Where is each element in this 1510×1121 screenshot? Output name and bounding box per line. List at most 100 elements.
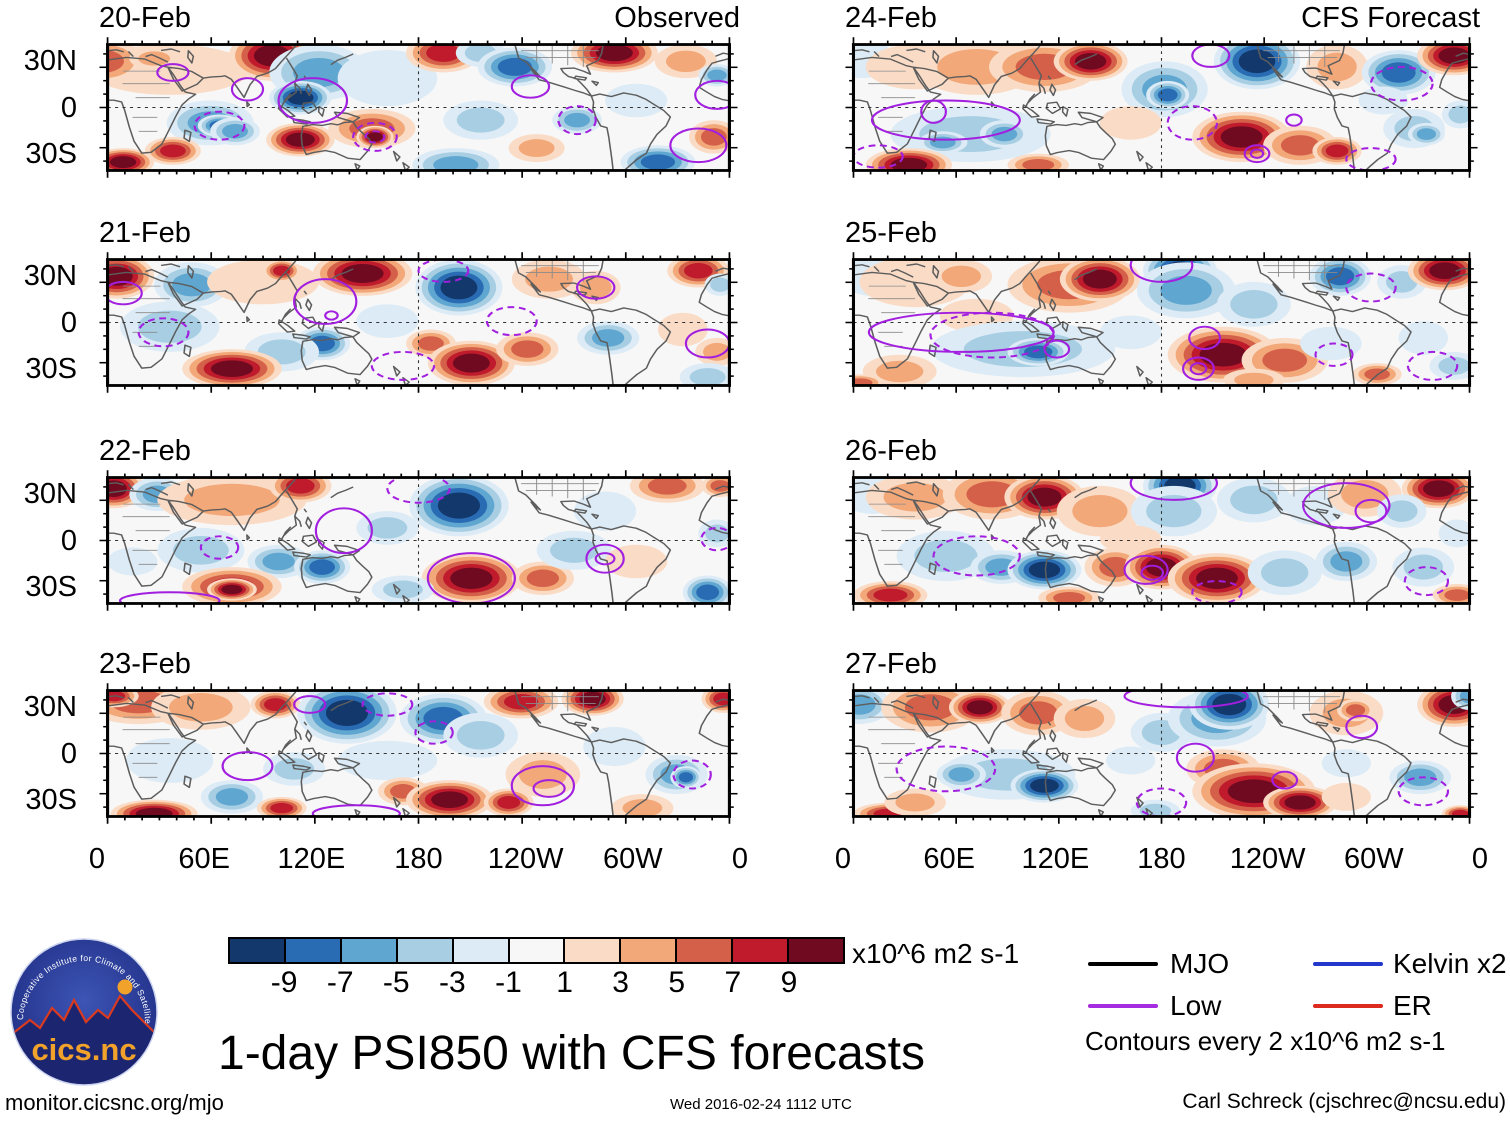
colorbar-tick-label: 1	[556, 966, 573, 999]
x-tick-label: 120E	[1021, 843, 1090, 875]
y-tick-label: 30S	[25, 784, 77, 816]
legend-label-kelvin: Kelvin x2	[1393, 948, 1507, 979]
panel-title: 25-Feb	[843, 217, 1480, 250]
colorbar-segment	[285, 939, 342, 962]
footer-timestamp: Wed 2016-02-24 1112 UTC	[670, 1096, 852, 1113]
colorbar-tick-labels: -9 -7 -5 -3 -1 1 3 5 7 9	[228, 966, 845, 1002]
colorbar-tick-label: -7	[326, 966, 354, 999]
panel-title: 27-Feb	[843, 648, 1480, 681]
x-tick-label: 60W	[603, 843, 663, 875]
panel-date-label: 20-Feb	[99, 2, 191, 34]
panel-title: 24-Feb CFS Forecast	[843, 2, 1480, 35]
y-tick-label: 30N	[23, 691, 77, 723]
map-panel-5: 25-Feb	[843, 217, 1480, 395]
forecast-column: 24-Feb CFS Forecast 25-Feb 26-Feb 27-Feb	[843, 0, 1480, 900]
panel-date-label: 25-Feb	[845, 217, 937, 249]
panel-date-label: 27-Feb	[845, 648, 937, 680]
colorbar-segment	[789, 939, 843, 962]
colorbar-segment	[565, 939, 622, 962]
x-tick-label: 60W	[1344, 843, 1404, 875]
panel-date-label: 23-Feb	[99, 648, 191, 680]
x-tick-label: 180	[394, 843, 443, 875]
colorbar-segment	[397, 939, 454, 962]
map-canvas	[845, 37, 1478, 178]
y-tick-label: 30S	[25, 138, 77, 170]
colorbar-segment	[621, 939, 678, 962]
colorbar-segment	[509, 939, 566, 962]
map-canvas	[845, 470, 1478, 611]
map-panel-1: 21-Feb 30N 0 30S	[24, 217, 740, 395]
y-tick-label: 30S	[25, 571, 77, 603]
x-tick-label: 120E	[277, 843, 346, 875]
map-canvas	[99, 252, 738, 393]
colorbar-segment	[453, 939, 510, 962]
y-axis-labels: 30N 0 30S	[5, 681, 77, 826]
logo-ridge-line	[12, 994, 156, 1035]
map-panel-6: 26-Feb	[843, 435, 1480, 613]
y-tick-label: 30N	[23, 478, 77, 510]
footer-author: Carl Schreck (cjschrec@ncsu.edu)	[1182, 1090, 1506, 1113]
legend-label-low: Low	[1170, 990, 1222, 1021]
y-tick-label: 30N	[23, 45, 77, 77]
logo-sun-icon	[117, 979, 133, 995]
y-tick-label: 0	[60, 525, 77, 557]
legend-line-mjo	[1088, 962, 1158, 966]
panel-title: 26-Feb	[843, 435, 1480, 468]
panel-date-label: 21-Feb	[99, 217, 191, 249]
colorbar	[228, 937, 845, 964]
x-tick-label: 0	[88, 843, 106, 875]
colorbar-segment	[677, 939, 734, 962]
cicsnc-logo: Cooperative Institute for Climate and Sa…	[8, 936, 158, 1086]
legend-line-er	[1313, 1004, 1383, 1008]
x-tick-label: 60E	[178, 843, 230, 875]
legend-label-er: ER	[1393, 990, 1432, 1021]
x-tick-label: 180	[1137, 843, 1186, 875]
map-canvas	[99, 37, 738, 178]
y-axis-labels: 30N 0 30S	[5, 250, 77, 395]
colorbar-segment	[341, 939, 398, 962]
logo-wordmark: cics.nc	[31, 1032, 136, 1067]
colorbar-tick-label: 5	[668, 966, 686, 999]
x-tick-label: 120W	[487, 843, 564, 875]
colorbar-tick-label: 3	[612, 966, 629, 999]
column-heading-forecast: CFS Forecast	[1301, 2, 1480, 34]
y-tick-label: 0	[60, 307, 77, 339]
colorbar-unit-label: x10^6 m2 s-1	[852, 938, 1020, 969]
panel-date-label: 26-Feb	[845, 435, 937, 467]
panel-title: 22-Feb	[97, 435, 740, 468]
legend-line-kelvin	[1313, 962, 1383, 966]
panel-title: 21-Feb	[97, 217, 740, 250]
colorbar-tick-label: 9	[780, 966, 798, 999]
column-heading-observed: Observed	[614, 2, 740, 34]
panel-title: 23-Feb	[97, 648, 740, 681]
map-panel-4: 24-Feb CFS Forecast	[843, 2, 1480, 180]
y-tick-label: 0	[60, 738, 77, 770]
logo-mountains	[12, 996, 156, 1084]
figure-title: 1-day PSI850 with CFS forecasts	[218, 1027, 925, 1080]
y-axis-labels: 30N 0 30S	[5, 468, 77, 613]
x-axis-labels-observed: 0 60E 120E 180 120W 60W 0	[89, 840, 748, 880]
legend-label-mjo: MJO	[1170, 948, 1230, 979]
map-panel-2: 22-Feb 30N 0 30S	[24, 435, 740, 613]
map-canvas	[99, 683, 738, 824]
colorbar-tick-label: -9	[270, 966, 298, 999]
panel-title: 20-Feb Observed	[97, 2, 740, 35]
observed-column: 20-Feb Observed 30N 0 30S 21-Feb 30N 0 30S 2…	[24, 0, 740, 900]
x-tick-label: 120W	[1229, 843, 1306, 875]
map-panel-3: 23-Feb 30N 0 30S	[24, 648, 740, 826]
x-tick-label: 0	[834, 843, 852, 875]
colorbar-tick-label: -3	[439, 966, 466, 999]
x-tick-label: 0	[731, 843, 749, 875]
panel-date-label: 22-Feb	[99, 435, 191, 467]
y-tick-label: 30S	[25, 353, 77, 385]
colorbar-tick-label: -5	[382, 966, 410, 999]
x-tick-label: 60E	[923, 843, 975, 875]
map-canvas	[845, 683, 1478, 824]
colorbar-segment	[230, 939, 286, 962]
map-panel-0: 20-Feb Observed 30N 0 30S	[24, 2, 740, 180]
y-tick-label: 30N	[23, 260, 77, 292]
contour-interval-note: Contours every 2 x10^6 m2 s-1	[1085, 1026, 1446, 1056]
colorbar-tick-label: 7	[724, 966, 742, 999]
legend-line-low	[1088, 1004, 1158, 1008]
y-tick-label: 0	[60, 92, 77, 124]
